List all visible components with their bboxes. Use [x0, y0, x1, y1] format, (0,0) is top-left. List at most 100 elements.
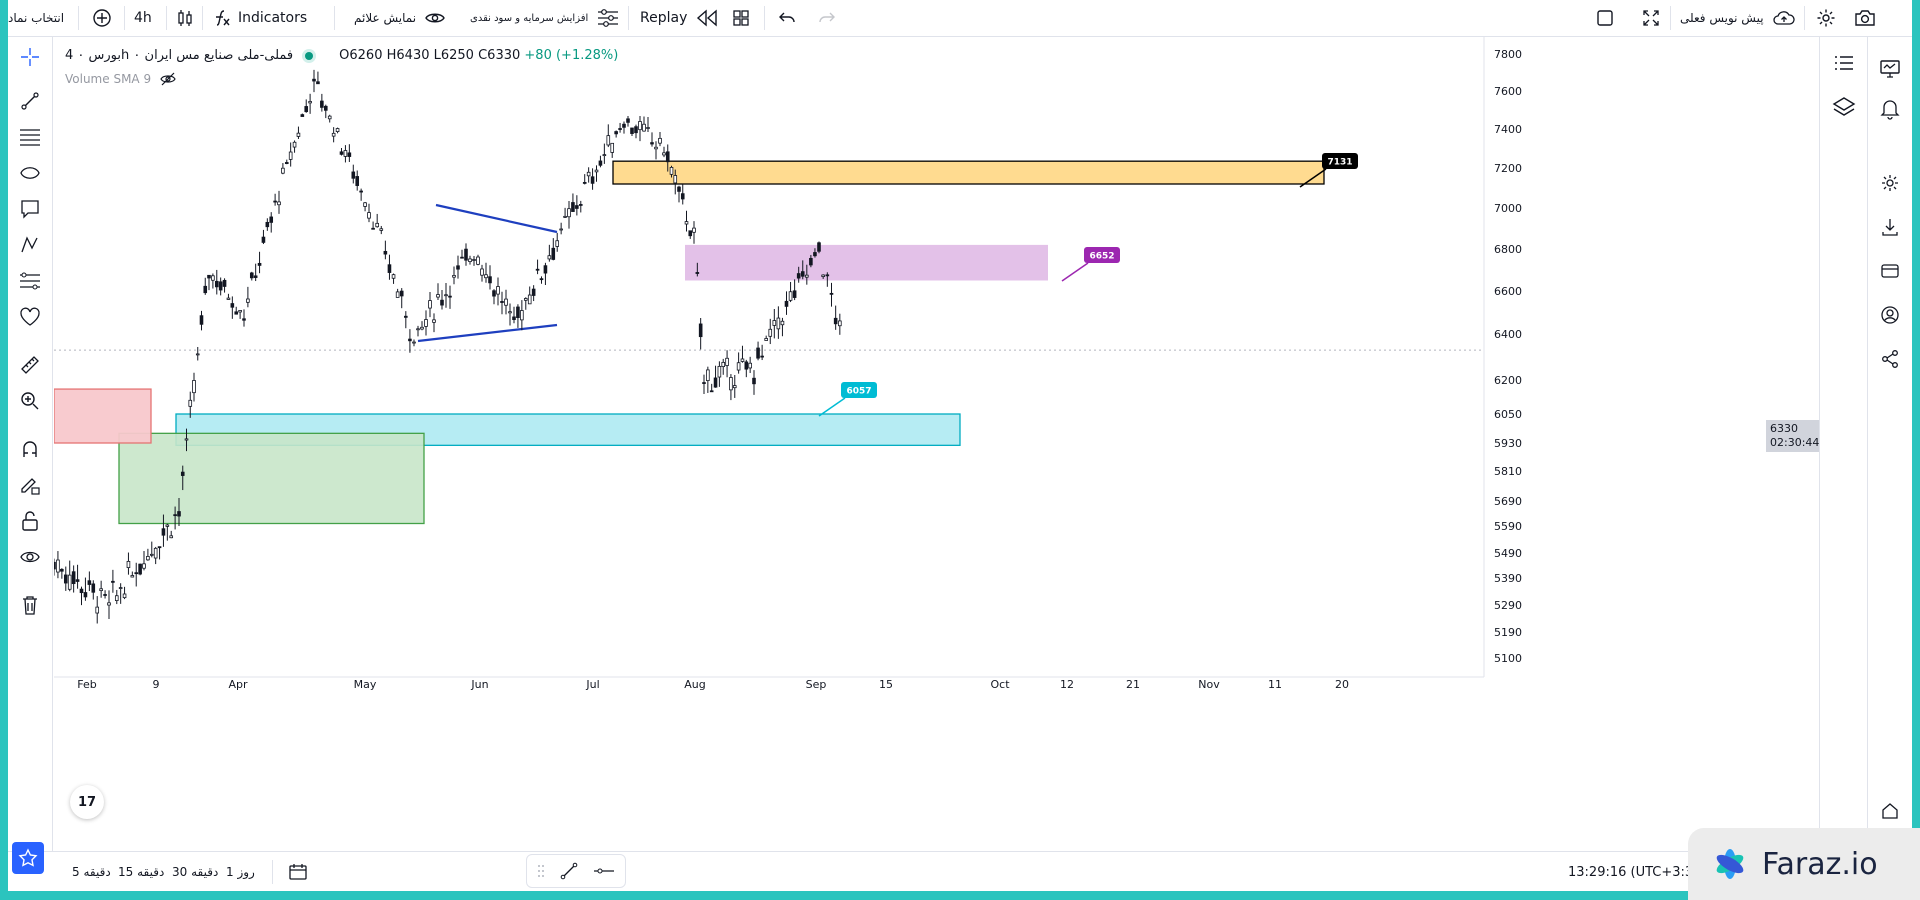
expand-icon — [1643, 10, 1659, 26]
prediction-tool[interactable] — [14, 265, 46, 297]
drag-handle-icon[interactable] — [537, 863, 545, 879]
measure-lines-icon — [20, 272, 40, 290]
chart-settings-button[interactable] — [1874, 167, 1906, 199]
candle-body — [284, 162, 289, 164]
layers-button[interactable] — [1828, 91, 1860, 123]
alerts-button[interactable] — [1874, 93, 1906, 125]
candle-body — [464, 248, 468, 261]
faraz-watermark: Faraz.io — [1688, 828, 1920, 900]
redo-button[interactable] — [818, 0, 836, 36]
annotation-tool[interactable] — [14, 193, 46, 225]
magnet-tool[interactable] — [14, 433, 46, 465]
candle-body — [713, 377, 718, 388]
favorites-star-button[interactable] — [12, 842, 44, 874]
hide-drawings-tool[interactable] — [14, 541, 46, 573]
expand-button[interactable] — [1642, 0, 1660, 36]
zone-red — [54, 388, 152, 444]
candle-body — [246, 298, 250, 303]
tradingview-logo[interactable]: 17 — [70, 785, 104, 819]
snapshot-button[interactable] — [1854, 0, 1876, 36]
favorites-tool[interactable] — [14, 301, 46, 333]
candle-body — [111, 580, 115, 583]
object-tree-button[interactable] — [1828, 47, 1860, 79]
undo-icon — [779, 12, 795, 23]
remove-drawings-tool[interactable] — [14, 589, 46, 621]
account-button[interactable] — [1874, 299, 1906, 331]
settings-button[interactable] — [1816, 0, 1836, 36]
monitor-button[interactable] — [1874, 53, 1906, 85]
candle-body — [308, 101, 312, 104]
bar-countdown: 02:30:44 — [1770, 436, 1820, 449]
goto-date-button[interactable] — [288, 852, 308, 891]
candle-body — [91, 583, 96, 593]
candle-body — [420, 326, 424, 330]
candle-body — [265, 221, 270, 228]
pencil-lock-icon — [21, 478, 40, 495]
profit-calc-button[interactable]: افزایش سرمایه و سود نقدی — [470, 0, 620, 36]
candle-body — [717, 365, 722, 378]
shapes-tool[interactable] — [14, 157, 46, 189]
eye-off-icon[interactable] — [159, 72, 177, 86]
candle-body — [692, 227, 696, 233]
horizontal-line-icon[interactable] — [593, 861, 615, 881]
timezone-button[interactable]: 13:29:16 (UTC+3:30) — [1568, 852, 1707, 891]
zoom-tool[interactable] — [14, 385, 46, 417]
layout-button[interactable] — [732, 0, 750, 36]
candle-body — [590, 176, 595, 184]
pattern-tool[interactable] — [14, 229, 46, 261]
fullscreen-toggle[interactable] — [1596, 0, 1614, 36]
stay-drawing-tool[interactable] — [14, 469, 46, 501]
candle-body — [428, 300, 432, 309]
candle-body — [539, 278, 544, 281]
candle-body — [772, 320, 777, 326]
candle-body — [142, 563, 146, 569]
candle-body — [395, 291, 400, 298]
replay-button[interactable]: Replay — [640, 0, 719, 36]
trendline-tool[interactable] — [14, 85, 46, 117]
trend-line-icon[interactable] — [559, 861, 579, 881]
chart-type-button[interactable] — [174, 0, 196, 36]
symbol-search-button[interactable]: انتخاب نماد — [8, 0, 64, 36]
candle-body — [543, 265, 548, 274]
candle-body — [725, 357, 729, 366]
candle-body — [829, 292, 834, 295]
candle-body — [95, 606, 100, 614]
fib-tool[interactable] — [14, 121, 46, 153]
candle-body — [650, 142, 654, 145]
ruler-tool[interactable] — [14, 349, 46, 381]
card-button[interactable] — [1874, 255, 1906, 287]
range-5m-button[interactable]: 5 دقیقه — [72, 852, 111, 891]
time-tick-label: Sep — [806, 678, 827, 691]
lock-tool[interactable] — [14, 505, 46, 537]
range-1d-button[interactable]: 1 روز — [226, 852, 255, 891]
grid-icon — [733, 10, 749, 26]
divider — [1804, 6, 1805, 30]
price-chart[interactable]: 7800 7600 7400 7200 7000 6800 6600 6400 6200 6050… — [54, 37, 1706, 851]
save-layout-button[interactable]: پیش نویس فعلی — [1680, 0, 1796, 36]
crosshair-tool[interactable] — [14, 41, 46, 73]
candle-body — [60, 568, 64, 572]
replay-label: Replay — [640, 10, 688, 26]
show-signals-button[interactable]: نمایش علائم — [354, 0, 446, 36]
time-tick-label: Nov — [1198, 678, 1220, 691]
candle-body — [744, 361, 749, 370]
candle-body — [638, 121, 642, 131]
rewind-icon — [697, 9, 718, 27]
candle-body — [551, 247, 556, 260]
range-15m-button[interactable]: 15 دقیقه — [118, 852, 164, 891]
candle-body — [586, 171, 591, 177]
indicators-button[interactable]: Indicators — [212, 0, 307, 36]
crosshair-icon — [21, 48, 39, 66]
share-button[interactable] — [1874, 343, 1906, 375]
volume-legend: Volume SMA 9 — [65, 72, 177, 86]
undo-button[interactable] — [778, 0, 796, 36]
candle-body — [698, 323, 703, 338]
interval-button[interactable]: 4h — [134, 0, 152, 36]
range-30m-button[interactable]: 30 دقیقه — [172, 852, 218, 891]
candle-body — [531, 288, 536, 296]
home-button[interactable] — [1874, 795, 1906, 827]
divider — [166, 6, 167, 30]
download-button[interactable] — [1874, 211, 1906, 243]
add-symbol-button[interactable] — [92, 0, 112, 36]
candle-body — [598, 160, 603, 166]
